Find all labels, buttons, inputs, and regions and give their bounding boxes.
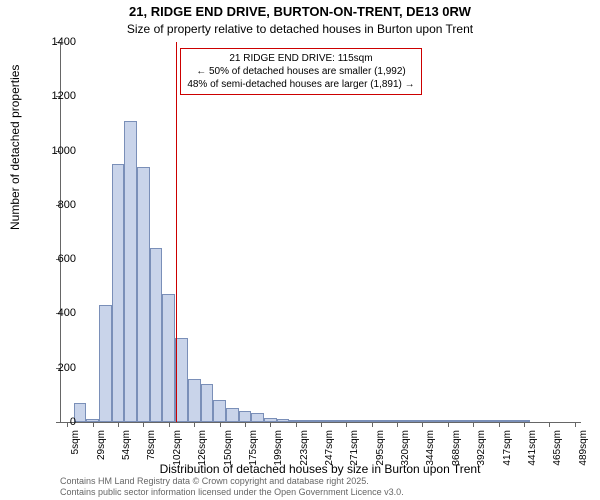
histogram-bar [480, 420, 493, 422]
annotation-line-3: 48% of semi-detached houses are larger (… [187, 78, 414, 91]
y-tick-label: 400 [36, 307, 76, 319]
x-tick-label: 368sqm [451, 430, 462, 466]
footer-line-1: Contains HM Land Registry data © Crown c… [60, 476, 404, 487]
x-tick-label: 271sqm [349, 430, 360, 466]
histogram-bar [213, 400, 226, 422]
x-tick-label: 344sqm [425, 430, 436, 466]
y-tick-label: 1200 [36, 90, 76, 102]
histogram-bar [150, 248, 163, 422]
x-tick-mark [169, 422, 170, 427]
x-tick-label: 102sqm [172, 430, 183, 466]
histogram-bar [429, 420, 442, 422]
x-tick-mark [422, 422, 423, 427]
y-tick-label: 600 [36, 253, 76, 265]
histogram-bar [454, 420, 467, 422]
histogram-bar [353, 420, 366, 422]
y-tick-label: 1400 [36, 36, 76, 48]
x-tick-mark [270, 422, 271, 427]
histogram-bar [327, 420, 340, 422]
chart-footer: Contains HM Land Registry data © Crown c… [60, 476, 404, 498]
x-tick-mark [143, 422, 144, 427]
x-tick-mark [220, 422, 221, 427]
x-tick-mark [245, 422, 246, 427]
histogram-bar [188, 379, 201, 422]
plot-area: 21 RIDGE END DRIVE: 115sqm← 50% of detac… [60, 42, 581, 423]
x-tick-label: 150sqm [223, 430, 234, 466]
x-tick-mark [321, 422, 322, 427]
x-tick-mark [346, 422, 347, 427]
x-tick-label: 295sqm [375, 430, 386, 466]
y-tick-label: 0 [36, 416, 76, 428]
x-tick-label: 441sqm [527, 430, 538, 466]
histogram-bar [302, 420, 315, 422]
x-tick-label: 175sqm [248, 430, 259, 466]
chart-subtitle: Size of property relative to detached ho… [0, 22, 600, 36]
histogram-bar [251, 413, 264, 423]
x-tick-label: 54sqm [121, 430, 132, 460]
y-tick-label: 1000 [36, 145, 76, 157]
footer-line-2: Contains public sector information licen… [60, 487, 404, 498]
histogram-bar [277, 419, 290, 422]
x-tick-mark [448, 422, 449, 427]
reference-line [176, 42, 177, 422]
histogram-bar [137, 167, 150, 422]
x-tick-label: 29sqm [96, 430, 107, 460]
x-tick-label: 247sqm [324, 430, 335, 466]
annotation-box: 21 RIDGE END DRIVE: 115sqm← 50% of detac… [180, 48, 421, 95]
x-tick-mark [575, 422, 576, 427]
x-tick-mark [194, 422, 195, 427]
y-axis-label: Number of detached properties [8, 65, 22, 230]
x-tick-mark [372, 422, 373, 427]
x-tick-mark [473, 422, 474, 427]
y-tick-label: 200 [36, 362, 76, 374]
histogram-bar [124, 121, 137, 422]
x-tick-label: 417sqm [502, 430, 513, 466]
x-tick-label: 126sqm [197, 430, 208, 466]
chart-container: 21, RIDGE END DRIVE, BURTON-ON-TRENT, DE… [0, 0, 600, 500]
x-tick-label: 320sqm [400, 430, 411, 466]
x-tick-label: 5sqm [70, 430, 81, 454]
annotation-line-1: 21 RIDGE END DRIVE: 115sqm [187, 52, 414, 65]
histogram-bar [99, 305, 112, 422]
histogram-bar [201, 384, 214, 422]
histogram-bar [112, 164, 125, 422]
x-tick-label: 78sqm [146, 430, 157, 460]
chart-title: 21, RIDGE END DRIVE, BURTON-ON-TRENT, DE… [0, 4, 600, 19]
x-tick-mark [93, 422, 94, 427]
histogram-bar [162, 294, 175, 422]
histogram-bar [378, 420, 391, 422]
x-tick-mark [499, 422, 500, 427]
histogram-bar [239, 411, 252, 422]
x-tick-label: 465sqm [552, 430, 563, 466]
x-tick-mark [397, 422, 398, 427]
x-tick-mark [296, 422, 297, 427]
x-tick-mark [549, 422, 550, 427]
x-tick-mark [524, 422, 525, 427]
histogram-bar [505, 420, 518, 422]
x-tick-label: 392sqm [476, 430, 487, 466]
annotation-line-2: ← 50% of detached houses are smaller (1,… [187, 65, 414, 78]
x-tick-label: 223sqm [299, 430, 310, 466]
histogram-bar [403, 420, 416, 422]
histogram-bar [226, 408, 239, 422]
x-tick-label: 489sqm [578, 430, 589, 466]
x-tick-mark [118, 422, 119, 427]
y-tick-label: 800 [36, 199, 76, 211]
x-tick-label: 199sqm [273, 430, 284, 466]
